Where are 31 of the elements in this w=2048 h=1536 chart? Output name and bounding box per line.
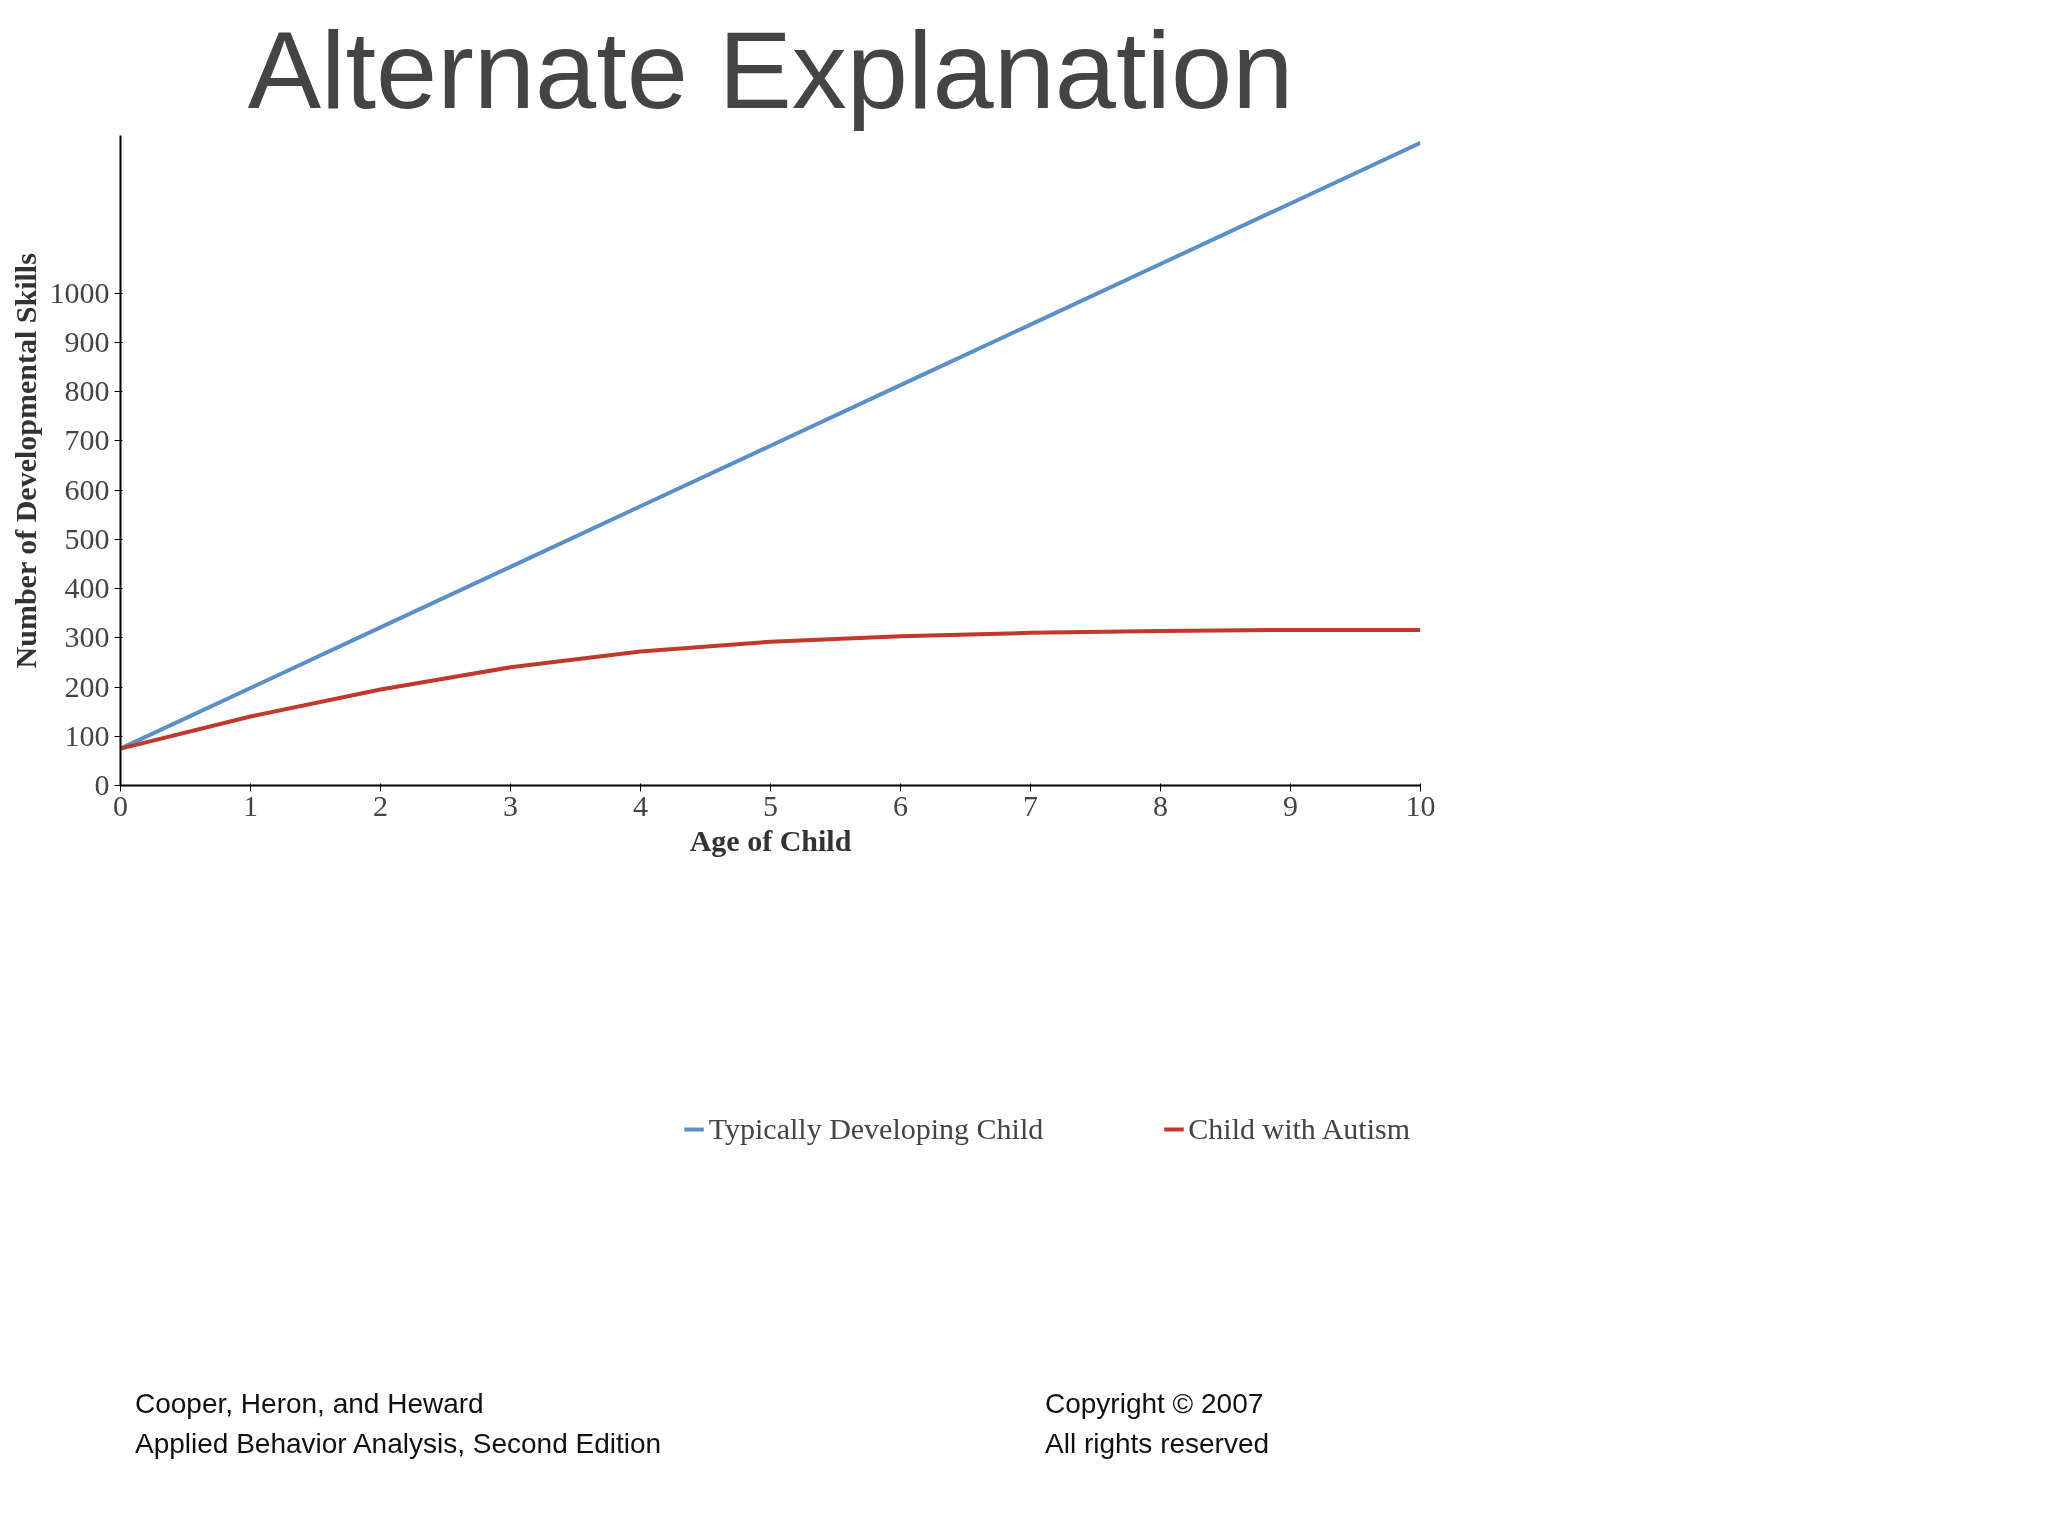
y-tick-label: 200: [64, 669, 110, 703]
y-tick-label: 0: [94, 768, 110, 801]
y-tick-label: 700: [64, 423, 110, 457]
x-tick-label: 3: [503, 788, 518, 822]
y-tick-label: 300: [64, 620, 110, 654]
x-tick-label: 8: [1153, 788, 1168, 822]
x-tick-label: 6: [893, 788, 908, 822]
y-tick-label: 500: [64, 521, 110, 555]
legend-label: Child with Autism: [1188, 1112, 1410, 1146]
y-tick-label: 600: [64, 472, 110, 506]
text: Copyright © 2007: [1045, 1388, 1264, 1419]
y-tick-label: 100: [64, 718, 110, 752]
y-axis-title: Number of Developmental Skills: [8, 253, 42, 669]
y-tick-label: 400: [64, 571, 110, 605]
y-tick-label: 900: [64, 324, 110, 358]
text: Applied Behavior Analysis, Second Edition: [135, 1428, 662, 1459]
x-axis-title: Age of Child: [689, 823, 852, 857]
y-tick-label: 1000: [49, 275, 110, 309]
x-tick-label: 4: [633, 788, 648, 822]
x-tick-label: 5: [763, 788, 778, 822]
chart-title: Alternate Explanation: [247, 7, 1294, 131]
y-tick-label: 800: [64, 374, 110, 408]
x-tick-label: 9: [1283, 788, 1298, 822]
x-tick-label: 7: [1023, 788, 1038, 822]
text: All rights reserved: [1045, 1428, 1270, 1459]
line-series: [120, 627, 1421, 751]
legend-label: Typically Developing Child: [708, 1112, 1044, 1146]
text: Cooper, Heron, and Heward: [135, 1388, 484, 1419]
x-tick-label: 1: [243, 788, 258, 822]
x-tick-label: 2: [373, 788, 388, 822]
x-tick-label: 10: [1405, 788, 1436, 822]
